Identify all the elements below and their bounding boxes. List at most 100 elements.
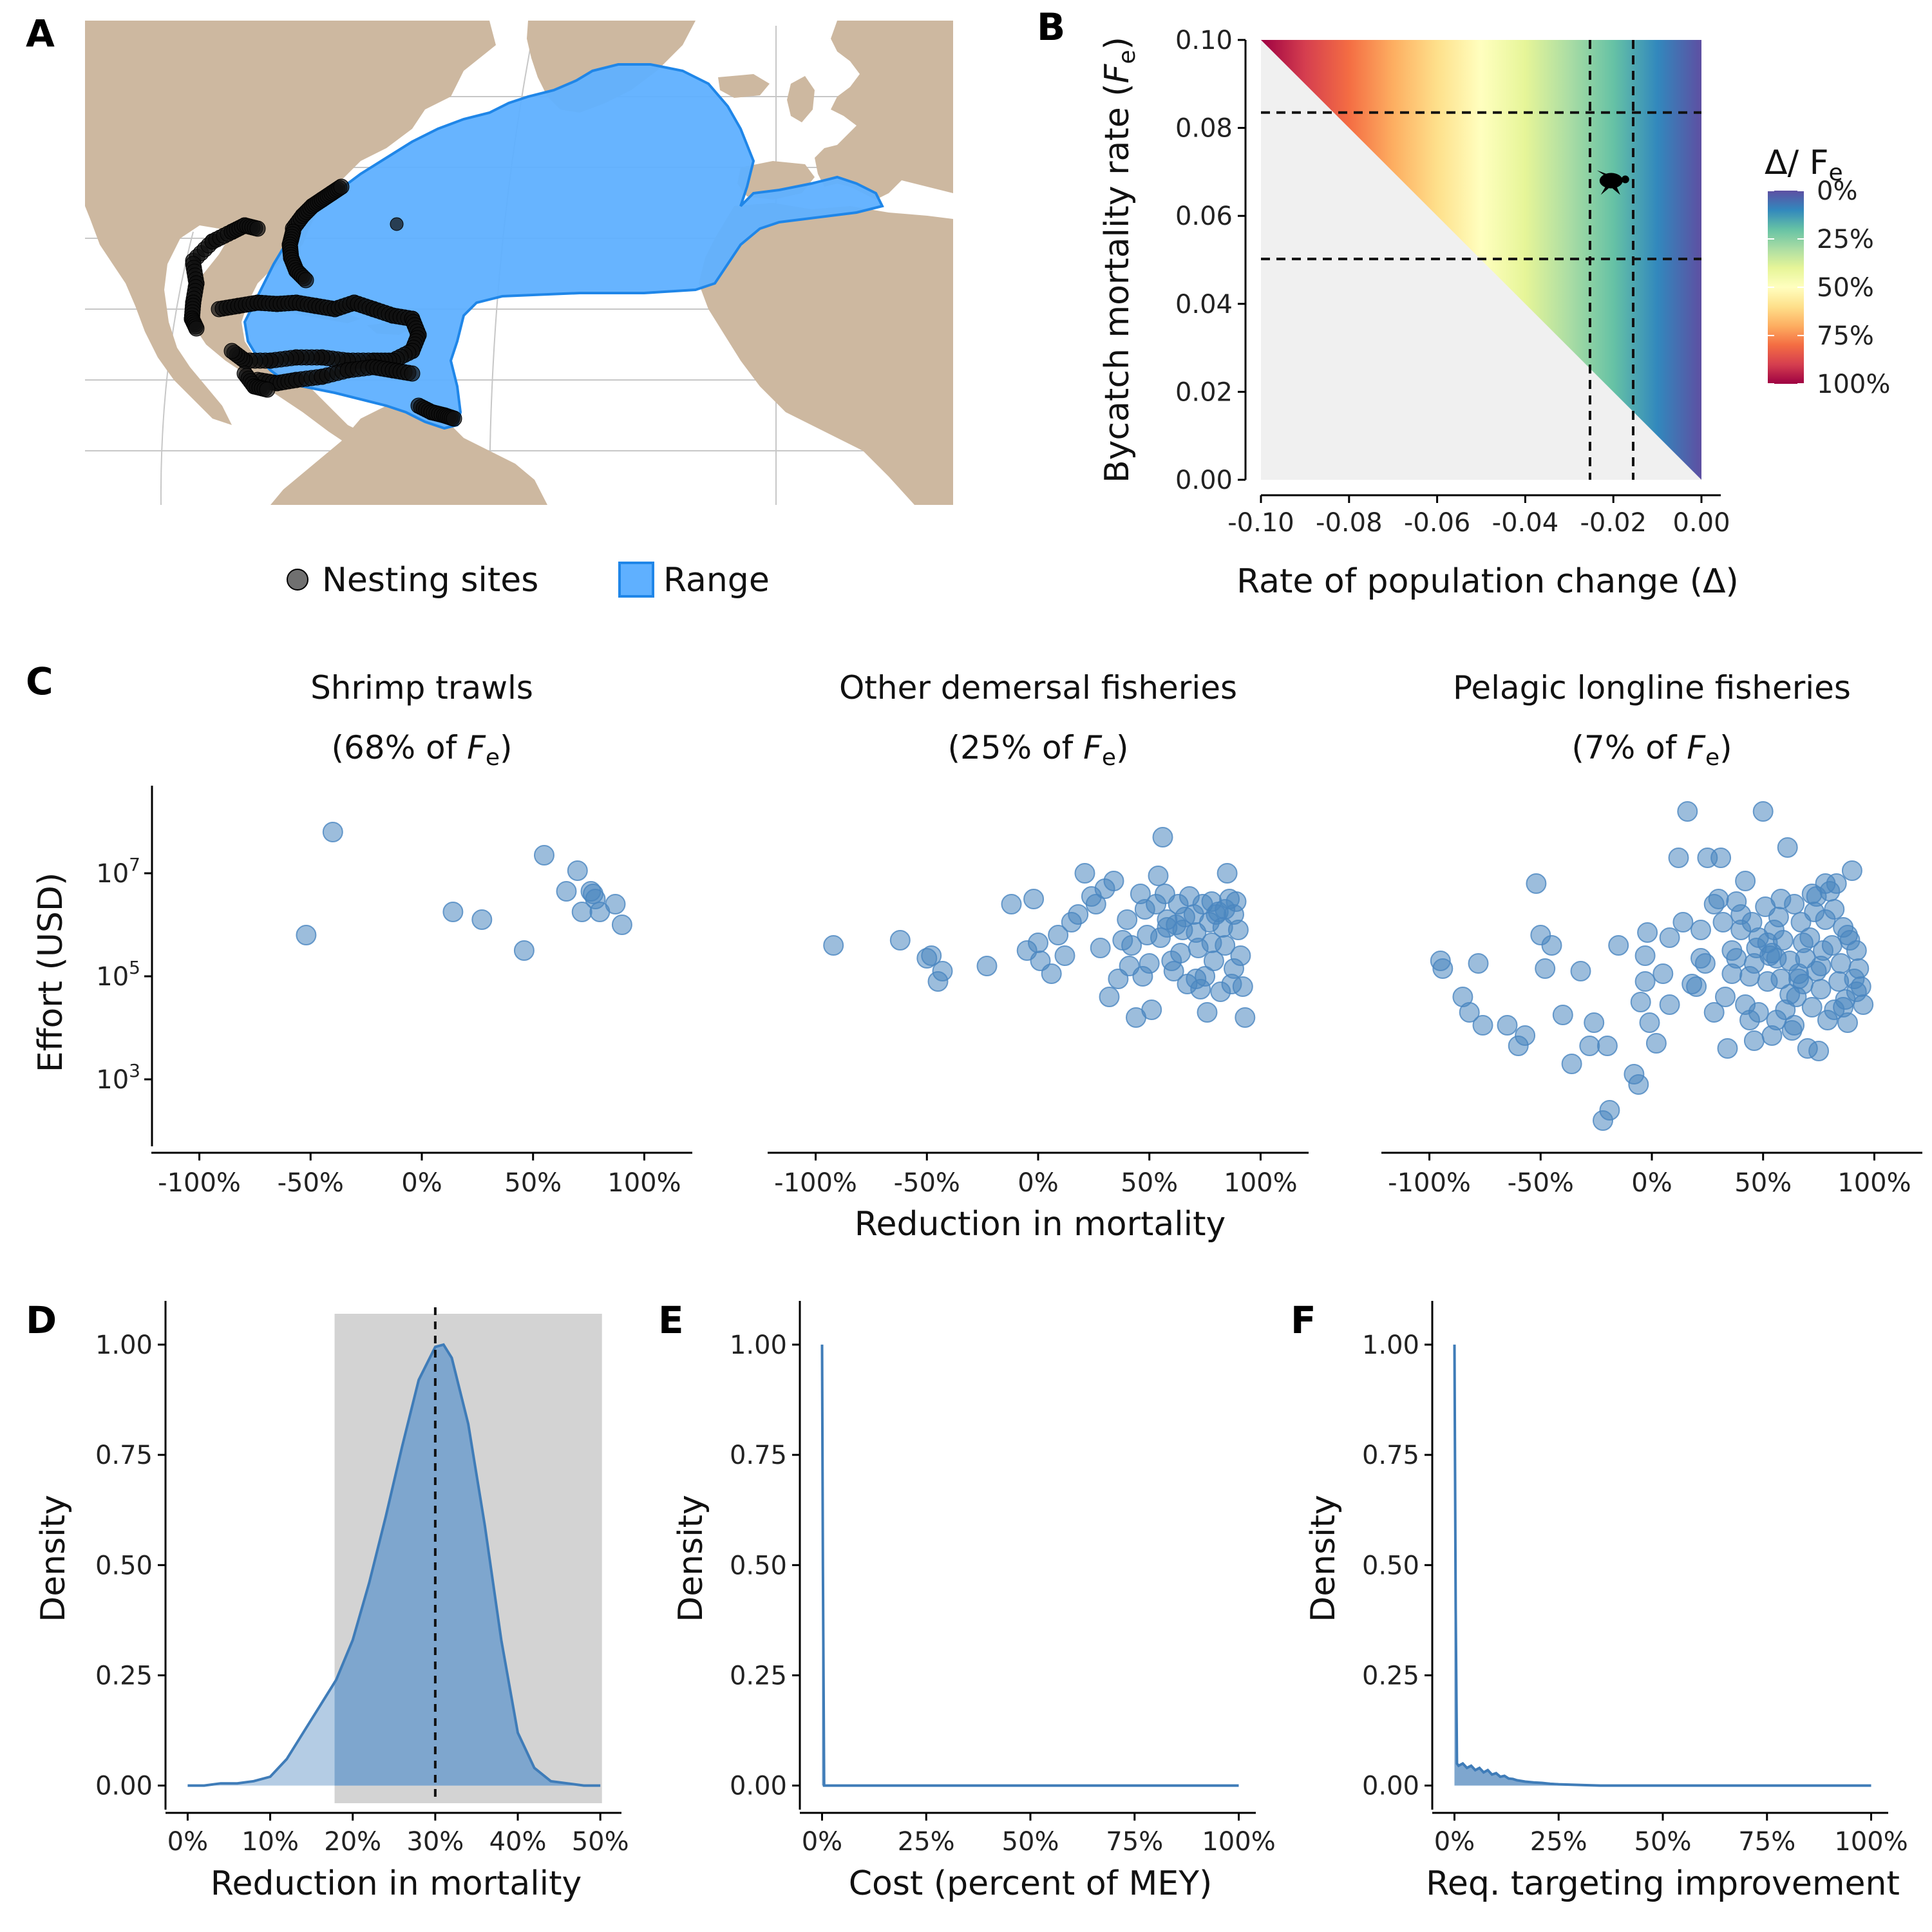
y-tick-label: 0.25 xyxy=(95,1661,153,1690)
facet-subtitle-sub: e xyxy=(1705,744,1719,771)
scatter-point xyxy=(1170,943,1191,963)
scatter-point xyxy=(1717,1038,1738,1059)
facet-subtitle-close: ) xyxy=(1116,729,1129,766)
y-axis-title: Density xyxy=(672,1495,710,1622)
legend-range-swatch xyxy=(618,562,654,598)
facet-subtitle-var: F xyxy=(1083,729,1103,766)
x-tick-label: 0% xyxy=(1018,1168,1058,1198)
scatter-point xyxy=(976,956,998,976)
colorbar-label: 75% xyxy=(1817,321,1874,351)
scatter-point xyxy=(1235,1007,1256,1028)
scatter-point xyxy=(1584,1012,1605,1033)
y-tick-exponent: 3 xyxy=(129,1060,140,1081)
scatter-point xyxy=(1217,863,1238,884)
scatter-point xyxy=(1743,953,1765,974)
nesting-site-marker xyxy=(249,220,266,237)
facet-subtitle-sub: e xyxy=(1102,744,1116,771)
facet: Shrimp trawls (68% of Fe) -100% -50% 0% 50% 10… xyxy=(151,669,692,1198)
facet-title: Other demersal fisheries xyxy=(839,669,1237,706)
land-south-america xyxy=(270,406,547,505)
scatter-point xyxy=(1090,938,1111,958)
facet-subtitle-text: (68% of xyxy=(331,729,467,766)
scatter-point xyxy=(1677,801,1698,822)
y-tick-label: 1.00 xyxy=(1362,1331,1419,1360)
facet-subtitle-var: F xyxy=(1687,729,1706,766)
density-area xyxy=(1454,1344,1871,1786)
x-tick-label: 0% xyxy=(167,1827,208,1857)
scatter-point xyxy=(1163,961,1184,981)
nesting-site-marker xyxy=(259,381,276,398)
scatter-point xyxy=(1668,848,1689,868)
scatter-point xyxy=(1846,940,1867,961)
facet-subtitle: (68% of Fe) xyxy=(331,729,512,771)
scatter-point xyxy=(1837,925,1858,945)
facet-subtitle-text: (25% of xyxy=(947,729,1083,766)
scatter-point xyxy=(1850,976,1871,997)
legend-nesting-label: Nesting sites xyxy=(322,561,538,600)
x-tick-label: 0% xyxy=(802,1827,842,1857)
x-tick-label: 0.00 xyxy=(1672,508,1730,538)
y-tick-exponent: 7 xyxy=(129,854,140,875)
y-tick-base: 10 xyxy=(96,1065,129,1095)
x-tick-label: -100% xyxy=(158,1168,241,1198)
y-tick-label: 0.25 xyxy=(1362,1661,1419,1690)
scatter-point xyxy=(1215,899,1236,920)
chart-f: 0.00 0.25 0.50 0.75 1.00 0% 25% 50% 75% 100% Req. … xyxy=(1304,1301,1908,1903)
facet-title: Shrimp trawls xyxy=(310,669,533,706)
scatter-point xyxy=(1634,971,1656,992)
scatter-point xyxy=(1230,945,1251,966)
scatter-point xyxy=(1085,894,1106,914)
scatter-point xyxy=(1535,958,1556,979)
scatter-point xyxy=(1497,1015,1518,1036)
scatter-point xyxy=(1074,863,1095,884)
nesting-site-marker xyxy=(188,320,205,337)
scatter-point xyxy=(1715,987,1736,1007)
scatter-point xyxy=(1186,969,1207,989)
scatter-point xyxy=(1232,976,1253,997)
scatter-point xyxy=(1810,979,1832,999)
facet-subtitle-text: (7% of xyxy=(1571,729,1687,766)
scatter-point xyxy=(1841,860,1862,881)
scatter-point xyxy=(1743,1030,1765,1051)
density-area xyxy=(822,1344,1239,1786)
scatter-point xyxy=(1099,987,1120,1007)
scatter-point xyxy=(1703,1002,1725,1023)
scatter-point xyxy=(1157,909,1178,930)
scatter-point xyxy=(1784,1015,1805,1036)
scatter-point xyxy=(1468,953,1489,974)
x-tick-label: 75% xyxy=(1106,1827,1163,1857)
facet-subtitle: (25% of Fe) xyxy=(947,729,1128,771)
density-line xyxy=(820,1344,1239,1787)
nesting-site-marker xyxy=(446,410,462,427)
x-tick-label: 100% xyxy=(1834,1827,1908,1857)
scatter-point xyxy=(471,909,493,930)
y-axis-title-var: F xyxy=(1098,63,1137,83)
scatter-point xyxy=(823,935,844,956)
scatter-point xyxy=(1119,956,1140,976)
scatter-point xyxy=(1526,873,1547,894)
y-tick-label: 0.10 xyxy=(1175,26,1233,55)
scatter-point xyxy=(1121,935,1142,956)
chart-d: 0.00 0.25 0.50 0.75 1.00 0% 10% 20% 30% 40% 50% Red… xyxy=(34,1301,629,1903)
x-axis-title: Reduction in mortality xyxy=(211,1864,582,1903)
scatter-point xyxy=(1739,1010,1760,1030)
turtle-shell xyxy=(1599,173,1623,189)
y-tick-label: 0.00 xyxy=(1175,466,1233,495)
x-tick-label: 25% xyxy=(898,1827,955,1857)
land-iceland xyxy=(718,74,770,98)
x-tick-label: -0.04 xyxy=(1492,508,1559,538)
scatter-point xyxy=(1634,945,1656,966)
panel-letter-b: B xyxy=(1037,5,1065,49)
density-line xyxy=(187,1343,601,1787)
y-tick-label: 0.06 xyxy=(1175,202,1233,231)
scatter-point xyxy=(1712,912,1734,933)
chart-b: 0.000.020.040.060.080.10-0.10 -0.08 -0.06-… xyxy=(1098,26,1890,601)
x-tick-label: 25% xyxy=(1530,1827,1587,1857)
x-tick-label: 75% xyxy=(1738,1827,1795,1857)
scatter-point xyxy=(1815,873,1836,894)
scatter-point xyxy=(296,925,317,945)
nesting-site-marker xyxy=(298,272,314,289)
scatter-point xyxy=(1023,889,1045,909)
turtle-flippers xyxy=(1596,170,1620,195)
